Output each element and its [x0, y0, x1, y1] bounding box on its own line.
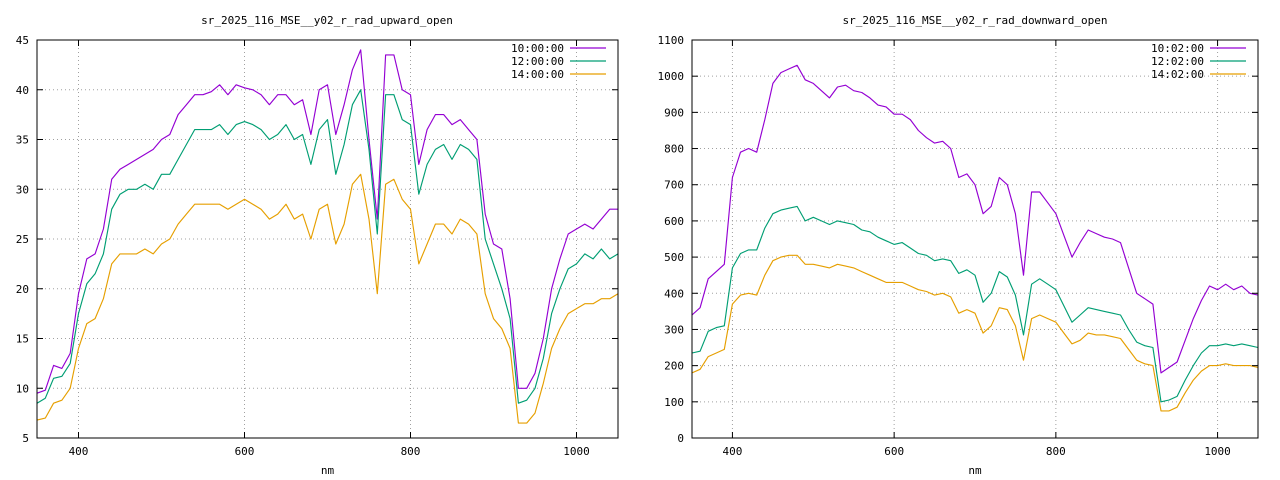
legend-label: 14:00:00	[511, 68, 564, 81]
series-line-12:00:00	[36, 89, 619, 404]
y-tick-label: 200	[664, 360, 684, 373]
y-tick-label: 35	[16, 134, 29, 147]
y-tick-label: 400	[664, 287, 684, 300]
x-axis-label: nm	[968, 464, 982, 477]
y-tick-label: 600	[664, 215, 684, 228]
x-tick-label: 1000	[563, 445, 590, 458]
series-line-10:02:00	[691, 64, 1259, 374]
y-tick-label: 700	[664, 179, 684, 192]
plot-frame	[691, 39, 1259, 439]
y-tick-label: 15	[16, 333, 29, 346]
chart-title: sr_2025_116_MSE__y02_r_rad_downward_open	[843, 14, 1108, 27]
y-tick-label: 1000	[658, 70, 685, 83]
legend-label: 10:02:00	[1151, 42, 1204, 55]
x-tick-label: 1000	[1204, 445, 1231, 458]
legend-label: 12:02:00	[1151, 55, 1204, 68]
y-tick-label: 25	[16, 233, 29, 246]
series-line-14:00:00	[36, 173, 619, 424]
y-tick-label: 30	[16, 183, 29, 196]
plot-frame	[36, 39, 619, 439]
legend-label: 14:02:00	[1151, 68, 1204, 81]
y-tick-label: 1100	[658, 34, 685, 47]
y-tick-label: 45	[16, 34, 29, 47]
x-tick-label: 600	[235, 445, 255, 458]
chart-title: sr_2025_116_MSE__y02_r_rad_upward_open	[201, 14, 453, 27]
y-tick-label: 900	[664, 106, 684, 119]
series-line-14:02:00	[691, 254, 1259, 412]
y-tick-label: 300	[664, 323, 684, 336]
chart-panel-2: 400 600 800 1000 0 100 200 300 400 500 600 700 800 90…	[658, 14, 1259, 477]
series-line-12:02:00	[691, 205, 1259, 403]
y-tick-label: 5	[22, 432, 29, 445]
x-tick-label: 400	[722, 445, 742, 458]
legend-label: 10:00:00	[511, 42, 564, 55]
y-tick-label: 0	[677, 432, 684, 445]
y-tick-label: 100	[664, 396, 684, 409]
legend-label: 12:00:00	[511, 55, 564, 68]
x-tick-label: 400	[69, 445, 89, 458]
x-tick-label: 600	[884, 445, 904, 458]
y-tick-label: 40	[16, 84, 29, 97]
y-tick-label: 10	[16, 382, 29, 395]
y-tick-label: 20	[16, 283, 29, 296]
y-tick-label: 800	[664, 143, 684, 156]
series-line-10:00:00	[36, 49, 618, 394]
chart-panel-1: 400 600 800 1000 5 10 15 20 25 30 35 40 45 sr_2025_11…	[16, 14, 619, 477]
x-tick-label: 800	[1046, 445, 1066, 458]
x-axis-label: nm	[321, 464, 335, 477]
x-tick-label: 800	[401, 445, 421, 458]
y-tick-label: 500	[664, 251, 684, 264]
